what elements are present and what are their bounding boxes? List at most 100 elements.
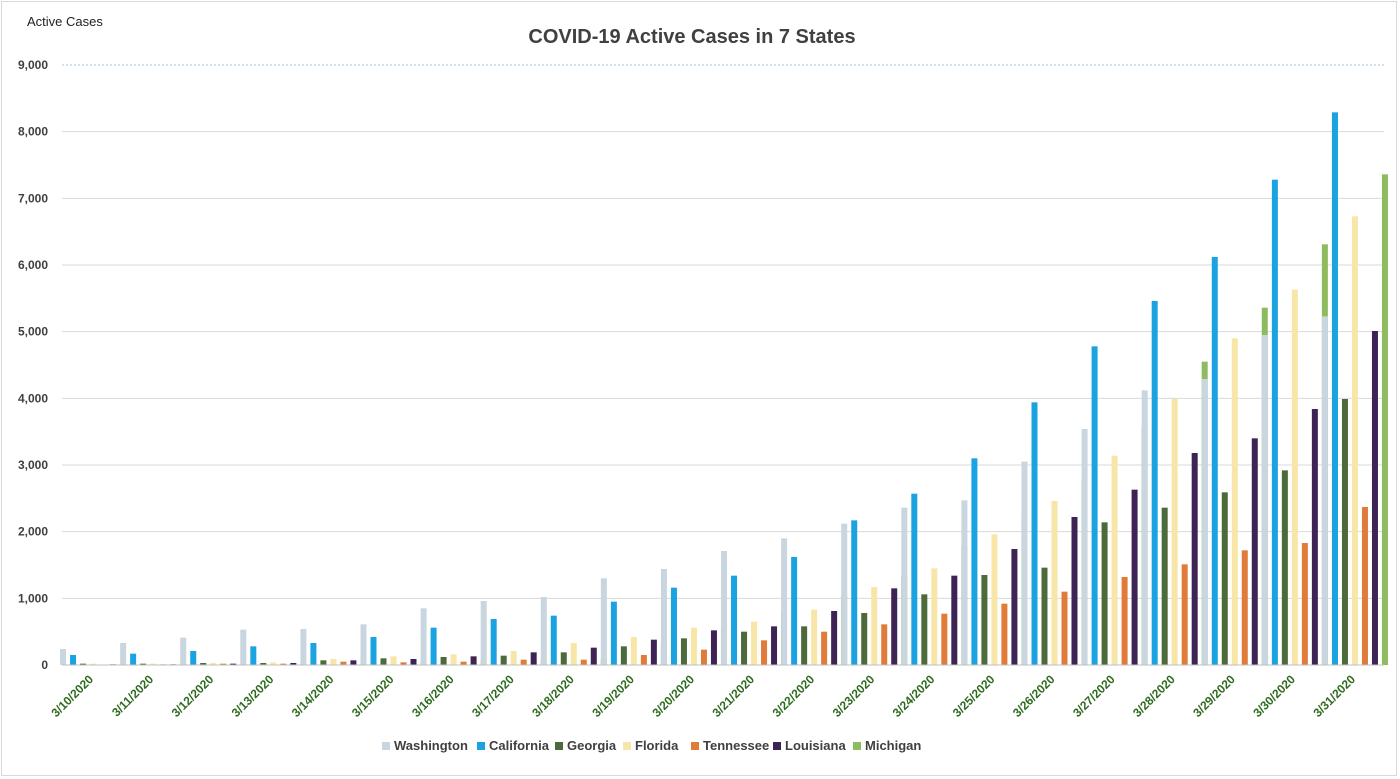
bar-california: [971, 458, 978, 665]
bar-florida: [330, 659, 337, 665]
bar-california: [610, 601, 617, 665]
bar-florida: [1171, 399, 1178, 665]
bar-louisiana: [891, 588, 898, 665]
bar-washington: [180, 637, 187, 665]
x-tick-label: 3/12/2020: [169, 672, 217, 720]
bar-california: [670, 587, 677, 665]
bar-georgia: [260, 663, 267, 665]
bar-california: [1031, 402, 1038, 665]
bar-florida: [811, 609, 818, 665]
bar-washington: [300, 629, 307, 665]
bar-california: [310, 643, 317, 665]
bar-washington: [961, 500, 968, 665]
bar-tennessee: [1121, 577, 1128, 665]
legend-label-florida: Florida: [635, 738, 679, 753]
bar-california: [130, 653, 137, 665]
x-tick-label: 3/22/2020: [770, 672, 818, 720]
bar-california: [250, 646, 257, 665]
bar-georgia: [680, 638, 687, 665]
bar-louisiana: [230, 663, 237, 665]
x-axis-ticks: 3/10/2020 3/11/2020 3/12/2020 3/13/2020 3/14…: [49, 672, 1359, 720]
x-tick-label: 3/14/2020: [289, 672, 337, 720]
bar-georgia: [981, 575, 988, 665]
bar-washington: [1261, 335, 1268, 665]
x-tick-label: 3/11/2020: [109, 672, 156, 719]
bar-washington: [360, 624, 367, 665]
bar-washington: [1021, 461, 1028, 665]
bar-louisiana: [650, 639, 657, 665]
y-tick-label: 8,000: [18, 125, 48, 139]
bar-louisiana: [710, 630, 717, 665]
bar-california: [490, 619, 497, 665]
legend-label-georgia: Georgia: [567, 738, 617, 753]
bar-tennessee: [881, 624, 888, 665]
y-tick-label: 6,000: [18, 258, 48, 272]
bar-louisiana: [951, 575, 958, 665]
bar-georgia: [620, 646, 627, 665]
chart-title: COVID-19 Active Cases in 7 States: [528, 26, 855, 48]
y-tick-label: 1,000: [18, 591, 48, 605]
bar-tennessee: [340, 661, 347, 665]
bar-georgia: [1341, 399, 1348, 665]
y-tick-label: 9,000: [18, 58, 48, 72]
bar-tennessee: [1361, 507, 1368, 665]
bar-georgia: [741, 631, 748, 665]
y-tick-label: 4,000: [18, 391, 48, 405]
legend-label-washington: Washington: [394, 738, 468, 753]
bar-georgia: [861, 613, 868, 665]
x-tick-label: 3/10/2020: [49, 672, 97, 720]
bar-louisiana: [1071, 517, 1078, 665]
bar-michigan: [1381, 174, 1388, 666]
legend-swatch-tennessee: [691, 742, 699, 750]
bar-tennessee: [640, 655, 647, 665]
bar-florida: [210, 663, 217, 665]
bar-georgia: [80, 663, 87, 665]
y-tick-label: 0: [41, 658, 48, 672]
bar-tennessee: [400, 662, 407, 665]
bars: [60, 112, 1388, 666]
bar-tennessee: [460, 661, 467, 665]
bar-louisiana: [410, 659, 417, 665]
x-tick-label: 3/25/2020: [950, 672, 998, 720]
bar-florida: [871, 587, 878, 665]
bar-georgia: [1221, 492, 1228, 665]
bar-georgia: [1101, 522, 1108, 665]
x-tick-label: 3/20/2020: [649, 672, 697, 720]
bar-tennessee: [941, 613, 948, 665]
bar-florida: [390, 656, 397, 665]
x-tick-label: 3/18/2020: [529, 672, 577, 720]
bar-tennessee: [1061, 591, 1068, 665]
bar-california: [190, 651, 197, 665]
bar-washington: [781, 538, 788, 665]
bar-florida: [90, 663, 97, 665]
bar-georgia: [560, 652, 567, 665]
bar-washington: [540, 597, 547, 665]
bar-florida: [570, 643, 577, 665]
bar-california: [911, 493, 918, 665]
bar-california: [731, 575, 738, 665]
bar-florida: [450, 654, 457, 665]
x-tick-label: 3/29/2020: [1190, 672, 1238, 720]
bar-louisiana: [1011, 549, 1018, 665]
bar-florida: [270, 662, 277, 665]
bar-georgia: [140, 663, 147, 665]
bar-tennessee: [220, 663, 227, 665]
y-tick-label: 5,000: [18, 325, 48, 339]
bar-georgia: [801, 626, 808, 665]
bar-louisiana: [1251, 438, 1258, 665]
x-tick-label: 3/27/2020: [1070, 672, 1118, 720]
bar-georgia: [440, 657, 447, 665]
bar-california: [1151, 301, 1158, 665]
bar-louisiana: [771, 626, 778, 665]
bar-georgia: [380, 658, 387, 665]
bar-florida: [630, 637, 637, 665]
y-axis-label: Active Cases: [27, 14, 103, 29]
legend-swatch-georgia: [555, 742, 563, 750]
legend-swatch-louisiana: [773, 742, 781, 750]
bar-tennessee: [280, 663, 287, 665]
bar-washington: [1141, 390, 1148, 665]
bar-louisiana: [1131, 489, 1138, 665]
bar-georgia: [1041, 567, 1048, 665]
bar-florida: [690, 627, 697, 665]
